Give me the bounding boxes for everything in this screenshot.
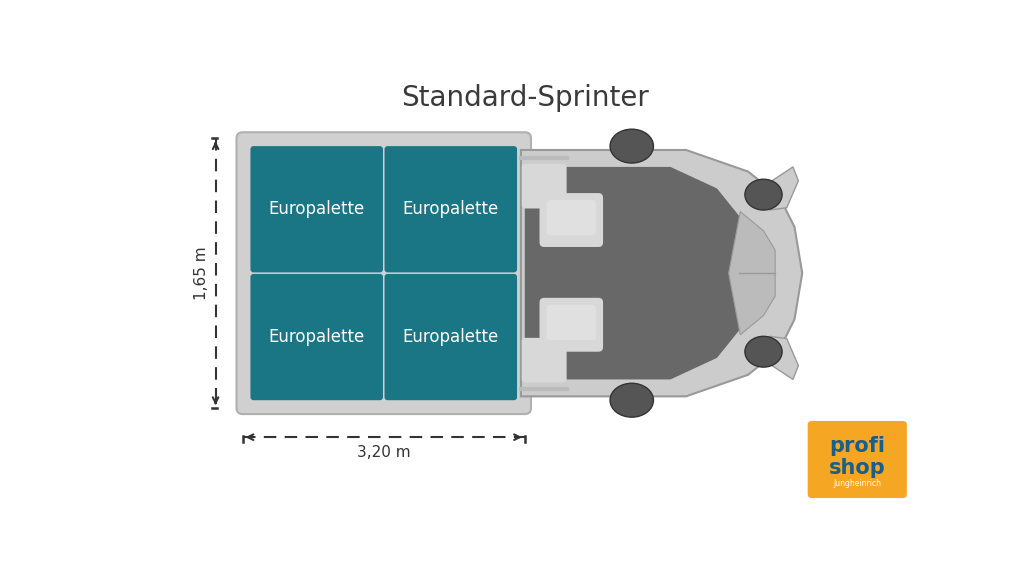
FancyBboxPatch shape	[547, 305, 596, 340]
Ellipse shape	[610, 383, 653, 417]
Text: Europalette: Europalette	[268, 328, 365, 346]
Polygon shape	[770, 336, 799, 380]
Text: Standard-Sprinter: Standard-Sprinter	[400, 84, 649, 112]
Polygon shape	[770, 167, 799, 210]
FancyBboxPatch shape	[385, 146, 517, 272]
Text: profi: profi	[829, 437, 886, 456]
FancyBboxPatch shape	[385, 274, 517, 400]
Text: 3,20 m: 3,20 m	[357, 445, 411, 460]
Ellipse shape	[744, 336, 782, 367]
Text: Europalette: Europalette	[402, 328, 499, 346]
Text: 1,65 m: 1,65 m	[195, 247, 209, 300]
FancyBboxPatch shape	[521, 164, 566, 209]
Text: Jungheinrich: Jungheinrich	[834, 479, 882, 488]
Polygon shape	[729, 211, 775, 335]
FancyBboxPatch shape	[808, 421, 907, 498]
FancyBboxPatch shape	[521, 338, 566, 382]
FancyBboxPatch shape	[540, 298, 603, 352]
Ellipse shape	[744, 179, 782, 210]
Text: Europalette: Europalette	[268, 200, 365, 218]
FancyBboxPatch shape	[237, 132, 531, 414]
FancyBboxPatch shape	[547, 200, 596, 236]
Text: shop: shop	[828, 458, 886, 478]
Polygon shape	[524, 167, 764, 380]
FancyBboxPatch shape	[251, 146, 383, 272]
Polygon shape	[521, 150, 802, 396]
FancyBboxPatch shape	[251, 274, 383, 400]
Text: Europalette: Europalette	[402, 200, 499, 218]
FancyBboxPatch shape	[540, 193, 603, 247]
Ellipse shape	[610, 129, 653, 163]
